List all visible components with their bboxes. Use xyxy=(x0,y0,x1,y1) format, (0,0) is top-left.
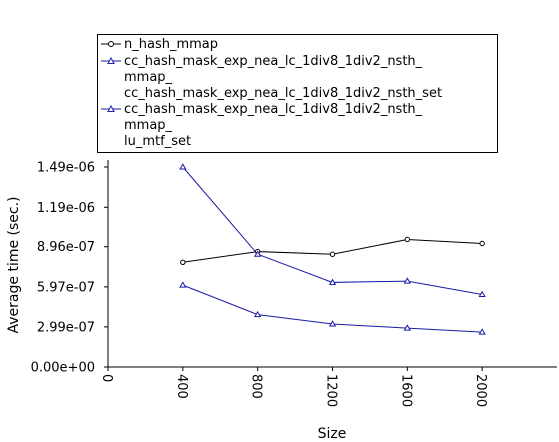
data-point xyxy=(179,281,187,288)
data-point xyxy=(478,290,486,298)
legend-marker-triangle-icon xyxy=(101,56,121,64)
data-point xyxy=(403,324,412,331)
data-point xyxy=(478,328,486,335)
y-tick-label: 2.99e-07 xyxy=(37,320,95,335)
x-tick-label: 400 xyxy=(174,374,189,399)
y-tick-label: 0.00e+00 xyxy=(31,361,95,376)
ticks: 0.00e+00 2.99e-07 5.97e-07 8.96e-07 1.19e-06… xyxy=(31,161,489,408)
data-point xyxy=(253,310,262,318)
series-3 xyxy=(179,281,486,335)
y-tick-label: 1.49e-06 xyxy=(37,161,95,176)
data-point xyxy=(479,240,485,247)
data-point xyxy=(179,163,187,170)
data-point xyxy=(253,250,262,257)
legend-entry-3-line-3: lu_mtf_set xyxy=(124,134,192,149)
x-tick-label: 2000 xyxy=(473,374,488,407)
data-point xyxy=(403,277,412,284)
legend-entry-3-line-2: mmap_ xyxy=(124,118,173,133)
y-tick-label: 1.19e-06 xyxy=(37,201,95,216)
legend-entry-2-line-1: cc_hash_mask_exp_nea_lc_1div8_1div2_nsth… xyxy=(124,54,423,69)
legend-entry-2-line-2: mmap_ xyxy=(124,70,173,85)
series-1 xyxy=(180,236,485,266)
x-tick-label: 1200 xyxy=(324,374,339,407)
y-tick-label: 8.96e-07 xyxy=(37,240,95,255)
data-point xyxy=(180,259,186,266)
legend-marker-triangle-icon xyxy=(101,104,121,112)
y-axis-label: Average time (sec.) xyxy=(6,197,22,334)
series-line xyxy=(182,238,483,263)
data-point xyxy=(404,236,411,243)
series-line xyxy=(182,166,483,296)
data-point xyxy=(328,278,337,285)
series-2 xyxy=(179,163,486,298)
axes xyxy=(107,160,557,368)
legend-entry-3-line-1: cc_hash_mask_exp_nea_lc_1div8_1div2_nsth… xyxy=(124,102,423,117)
x-axis-label: Size xyxy=(318,426,347,442)
y-tick-label: 5.97e-07 xyxy=(37,280,95,295)
series-group xyxy=(179,163,486,335)
x-tick-label: 800 xyxy=(249,374,264,399)
data-point xyxy=(328,320,337,327)
legend-marker-circle-icon xyxy=(101,41,121,47)
x-tick-label: 0 xyxy=(99,374,114,382)
legend-entry-2-line-3: cc_hash_mask_exp_nea_lc_1div8_1div2_nsth… xyxy=(124,86,443,101)
legend: n_hash_mmap cc_hash_mask_exp_nea_lc_1div… xyxy=(97,34,498,153)
data-point xyxy=(329,251,336,257)
legend-entry-1-line-1: n_hash_mmap xyxy=(124,37,219,52)
x-tick-label: 1600 xyxy=(398,374,413,407)
